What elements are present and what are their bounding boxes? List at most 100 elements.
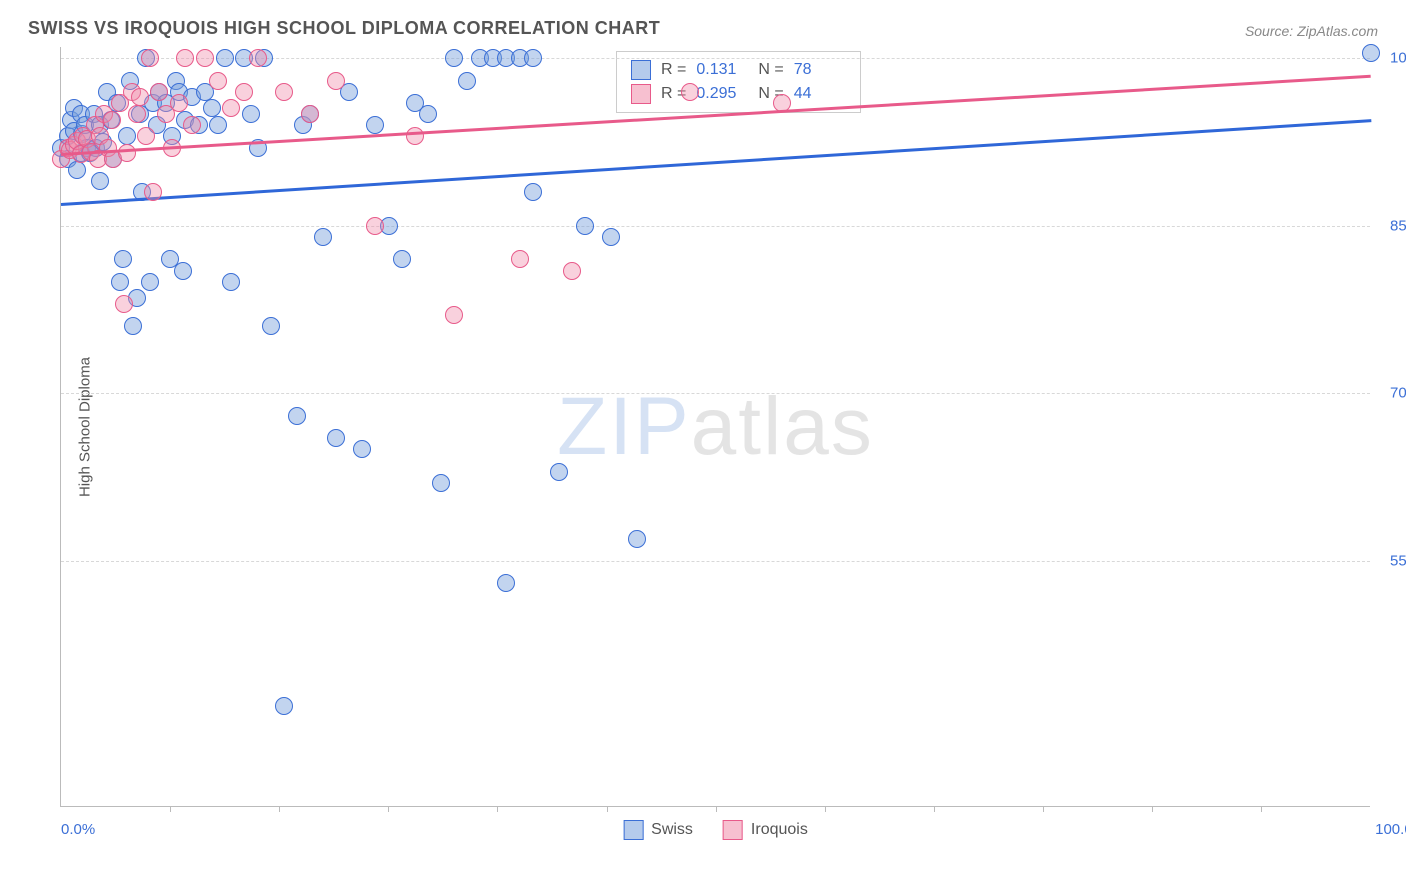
data-point-iroquois [445, 306, 463, 324]
data-point-iroquois [235, 83, 253, 101]
data-point-iroquois [209, 72, 227, 90]
data-point-swiss [576, 217, 594, 235]
x-tick-mark [1043, 806, 1044, 812]
x-tick-mark [934, 806, 935, 812]
x-tick-mark [716, 806, 717, 812]
data-point-swiss [275, 697, 293, 715]
data-point-swiss [524, 183, 542, 201]
y-axis-title: High School Diploma [77, 356, 94, 496]
stats-row-swiss: R = 0.131 N = 78 [631, 58, 846, 82]
data-point-iroquois [103, 111, 121, 129]
r-label: R = [661, 61, 686, 79]
data-point-swiss [432, 474, 450, 492]
swatch-iroquois [631, 84, 651, 104]
data-point-swiss [524, 49, 542, 67]
source-attribution: Source: ZipAtlas.com [1245, 23, 1378, 39]
y-tick-label: 70.0% [1376, 385, 1406, 402]
data-point-swiss [111, 273, 129, 291]
data-point-swiss [174, 262, 192, 280]
data-point-iroquois [563, 262, 581, 280]
data-point-iroquois [183, 116, 201, 134]
chart-area: ZIPatlas High School Diploma 0.0% 100.0%… [60, 47, 1378, 827]
data-point-swiss [366, 116, 384, 134]
data-point-swiss [327, 429, 345, 447]
legend-item-iroquois: Iroquois [723, 820, 808, 840]
x-tick-mark [279, 806, 280, 812]
x-tick-mark [170, 806, 171, 812]
data-point-swiss [203, 99, 221, 117]
data-point-iroquois [511, 250, 529, 268]
data-point-iroquois [137, 127, 155, 145]
x-tick-mark [607, 806, 608, 812]
y-tick-label: 55.0% [1376, 553, 1406, 570]
legend-label-swiss: Swiss [651, 821, 693, 839]
y-tick-label: 100.0% [1376, 50, 1406, 67]
data-point-swiss [1362, 44, 1380, 62]
data-point-swiss [216, 49, 234, 67]
data-point-iroquois [249, 49, 267, 67]
gridline [61, 561, 1370, 562]
bottom-legend: Swiss Iroquois [623, 820, 808, 840]
data-point-iroquois [118, 144, 136, 162]
n-value-swiss: 78 [794, 61, 846, 79]
data-point-iroquois [170, 94, 188, 112]
data-point-swiss [91, 172, 109, 190]
data-point-iroquois [681, 83, 699, 101]
plot-region: ZIPatlas High School Diploma 0.0% 100.0%… [60, 47, 1370, 807]
data-point-swiss [458, 72, 476, 90]
data-point-swiss [222, 273, 240, 291]
gridline [61, 226, 1370, 227]
data-point-swiss [114, 250, 132, 268]
x-tick-mark [1152, 806, 1153, 812]
data-point-swiss [242, 105, 260, 123]
stats-legend-box: R = 0.131 N = 78 R = 0.295 N = 44 [616, 51, 861, 113]
legend-label-iroquois: Iroquois [751, 821, 808, 839]
gridline [61, 393, 1370, 394]
data-point-swiss [445, 49, 463, 67]
data-point-iroquois [327, 72, 345, 90]
data-point-iroquois [115, 295, 133, 313]
r-value-swiss: 0.131 [696, 61, 748, 79]
data-point-swiss [602, 228, 620, 246]
data-point-iroquois [150, 83, 168, 101]
data-point-swiss [314, 228, 332, 246]
r-value-iroquois: 0.295 [696, 85, 748, 103]
data-point-swiss [353, 440, 371, 458]
data-point-swiss [68, 161, 86, 179]
x-tick-mark [825, 806, 826, 812]
data-point-swiss [262, 317, 280, 335]
data-point-iroquois [406, 127, 424, 145]
stats-row-iroquois: R = 0.295 N = 44 [631, 82, 846, 106]
trend-line-swiss [61, 120, 1371, 206]
data-point-swiss [124, 317, 142, 335]
data-point-iroquois [366, 217, 384, 235]
data-point-iroquois [196, 49, 214, 67]
data-point-swiss [118, 127, 136, 145]
n-value-iroquois: 44 [794, 85, 846, 103]
x-tick-mark [388, 806, 389, 812]
legend-item-swiss: Swiss [623, 820, 693, 840]
chart-title: SWISS VS IROQUOIS HIGH SCHOOL DIPLOMA CO… [28, 18, 660, 39]
swatch-iroquois [723, 820, 743, 840]
x-tick-mark [497, 806, 498, 812]
swatch-swiss [623, 820, 643, 840]
chart-header: SWISS VS IROQUOIS HIGH SCHOOL DIPLOMA CO… [0, 0, 1406, 47]
data-point-iroquois [275, 83, 293, 101]
data-point-swiss [393, 250, 411, 268]
y-tick-label: 85.0% [1376, 217, 1406, 234]
x-axis-max-label: 100.0% [1375, 821, 1406, 838]
data-point-swiss [419, 105, 437, 123]
x-tick-mark [1261, 806, 1262, 812]
data-point-iroquois [301, 105, 319, 123]
x-axis-min-label: 0.0% [61, 821, 95, 838]
data-point-iroquois [128, 105, 146, 123]
data-point-swiss [497, 574, 515, 592]
data-point-iroquois [131, 88, 149, 106]
data-point-swiss [550, 463, 568, 481]
data-point-swiss [288, 407, 306, 425]
n-label: N = [758, 61, 783, 79]
data-point-iroquois [144, 183, 162, 201]
data-point-swiss [628, 530, 646, 548]
data-point-swiss [209, 116, 227, 134]
swatch-swiss [631, 60, 651, 80]
